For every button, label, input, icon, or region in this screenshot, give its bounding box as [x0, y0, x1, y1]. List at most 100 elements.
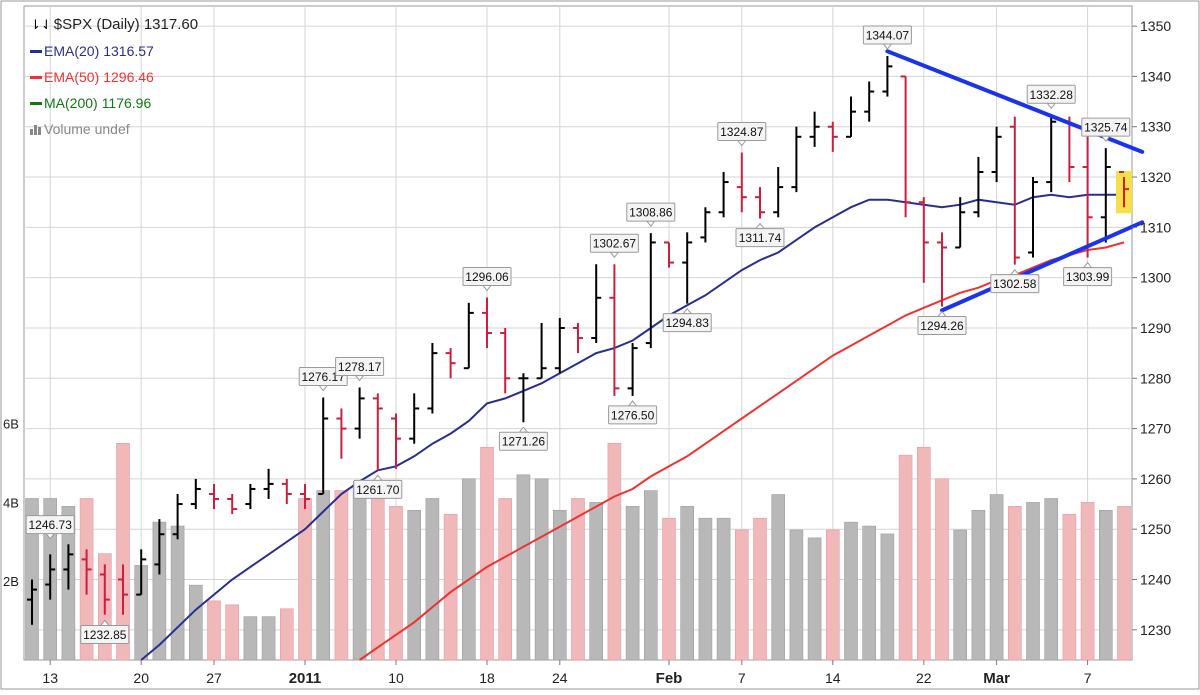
- callout-value: 1332.28: [1030, 88, 1074, 102]
- legend-label: EMA(20): [44, 43, 100, 59]
- callout-value: 1303.99: [1066, 270, 1110, 284]
- price-label-callout: 1325.74: [1081, 117, 1131, 142]
- legend-label: Volume undef: [44, 121, 130, 137]
- volume-bar: [771, 494, 786, 661]
- price-tick-label: 1260: [1140, 471, 1171, 487]
- callout-box: [862, 25, 912, 45]
- callout-box: [589, 233, 639, 253]
- volume-bar: [225, 604, 239, 661]
- volume-bar: [443, 513, 458, 661]
- legend-item: MA(200) 1176.96: [30, 90, 198, 116]
- volume-bar: [680, 506, 695, 661]
- date-tick-label: 20: [133, 670, 149, 686]
- callout-value: 1296.06: [465, 270, 509, 284]
- volume-bar: [480, 446, 494, 661]
- trendline: [940, 220, 1145, 313]
- callout-value: 1302.58: [993, 277, 1037, 291]
- price-tick-label: 1230: [1140, 622, 1171, 638]
- volume-bar: [643, 490, 658, 661]
- date-tick-label: 18: [479, 670, 495, 686]
- volume-bar: [1044, 498, 1058, 661]
- price-label-callout: 1303.99: [1063, 261, 1113, 287]
- volume-bar: [589, 502, 604, 661]
- volume-bar: [1007, 506, 1022, 661]
- price-label-callout: 1332.28: [1026, 84, 1076, 110]
- callout-value: 1261.70: [356, 483, 400, 497]
- date-tick-label: 14: [825, 670, 841, 686]
- volume-bar: [370, 490, 385, 661]
- callout-value: 1276.17: [302, 370, 346, 384]
- legend-item: EMA(20) 1316.57: [30, 38, 198, 64]
- legend-value: 1316.57: [103, 43, 154, 59]
- volume-bar: [844, 521, 858, 661]
- volume-bar: [989, 494, 1004, 661]
- volume-bar: [971, 510, 986, 661]
- callout-value: 1324.87: [720, 125, 764, 139]
- volume-bar: [407, 510, 422, 661]
- callout-box: [608, 405, 658, 425]
- callout-box: [1081, 117, 1131, 137]
- date-tick-label: 13: [42, 670, 58, 686]
- volume-bar: [571, 498, 585, 661]
- volume-bar: [625, 506, 640, 661]
- volume-bar: [789, 529, 804, 661]
- callout-box: [80, 624, 130, 644]
- volume-bar: [753, 517, 767, 661]
- volume-bar: [116, 443, 130, 661]
- callout-value: 1278.17: [338, 360, 382, 374]
- price-tick-label: 1240: [1140, 572, 1171, 588]
- volume-bars-icon: [30, 123, 42, 135]
- callout-value: 1294.83: [666, 316, 710, 330]
- price-tick-label: 1290: [1140, 320, 1171, 336]
- volume-bar: [734, 529, 749, 661]
- callout-box: [353, 479, 403, 499]
- date-tick-label: 10: [388, 670, 404, 686]
- chart-title-row: ⇂⇃ $SPX (Daily) 1317.60: [30, 12, 198, 38]
- date-tick-label: 7: [738, 670, 746, 686]
- volume-bar: [607, 443, 622, 661]
- volume-tick-label: 6B: [3, 417, 19, 432]
- axis-layer: 1230124012501260127012801290130013101320…: [3, 18, 1171, 687]
- callout-value: 1294.26: [920, 319, 964, 333]
- price-tick-label: 1310: [1140, 219, 1171, 235]
- legend-item: Volume undef: [30, 116, 198, 142]
- callout-box: [462, 266, 512, 286]
- price-label-callout: 1261.70: [353, 474, 403, 499]
- price-label-callout: 1324.87: [717, 122, 767, 147]
- price-label-callout: 1246.73: [25, 515, 75, 540]
- volume-bar: [1099, 510, 1113, 661]
- date-tick-label: 27: [206, 670, 222, 686]
- volume-bar: [698, 517, 713, 661]
- volume-bar: [498, 498, 513, 661]
- legend-swatch: [30, 49, 42, 53]
- callout-value: 1271.26: [502, 435, 546, 449]
- volume-bar: [862, 525, 877, 661]
- price-tick-label: 1330: [1140, 119, 1171, 135]
- price-tick-label: 1340: [1140, 68, 1171, 84]
- volume-bar: [825, 529, 840, 661]
- volume-bar: [189, 584, 203, 661]
- callout-box: [626, 202, 676, 222]
- volume-bar: [170, 525, 185, 661]
- volume-bar: [298, 498, 312, 661]
- legend-item: EMA(50) 1296.46: [30, 64, 198, 90]
- legend-label: MA(200): [44, 95, 98, 111]
- volume-layer: [25, 443, 1131, 661]
- volume-bar: [953, 529, 968, 661]
- callout-box: [717, 122, 767, 142]
- price-label-callout: 1302.58: [990, 268, 1040, 294]
- volume-bar: [243, 616, 258, 661]
- volume-bar: [352, 482, 367, 661]
- legend-value: 1296.46: [103, 69, 154, 85]
- price-bar-layer: [27, 55, 1132, 625]
- date-tick-label: 22: [916, 670, 932, 686]
- volume-bar: [261, 616, 276, 661]
- callout-box: [735, 228, 785, 248]
- volume-bar: [1026, 502, 1040, 661]
- chart-legend: ⇂⇃ $SPX (Daily) 1317.60 EMA(20) 1316.57 E…: [30, 12, 198, 142]
- legend-value: 1176.96: [101, 95, 152, 111]
- legend-items: EMA(20) 1316.57 EMA(50) 1296.46 MA(200) 11…: [30, 38, 198, 142]
- volume-bar: [807, 537, 822, 661]
